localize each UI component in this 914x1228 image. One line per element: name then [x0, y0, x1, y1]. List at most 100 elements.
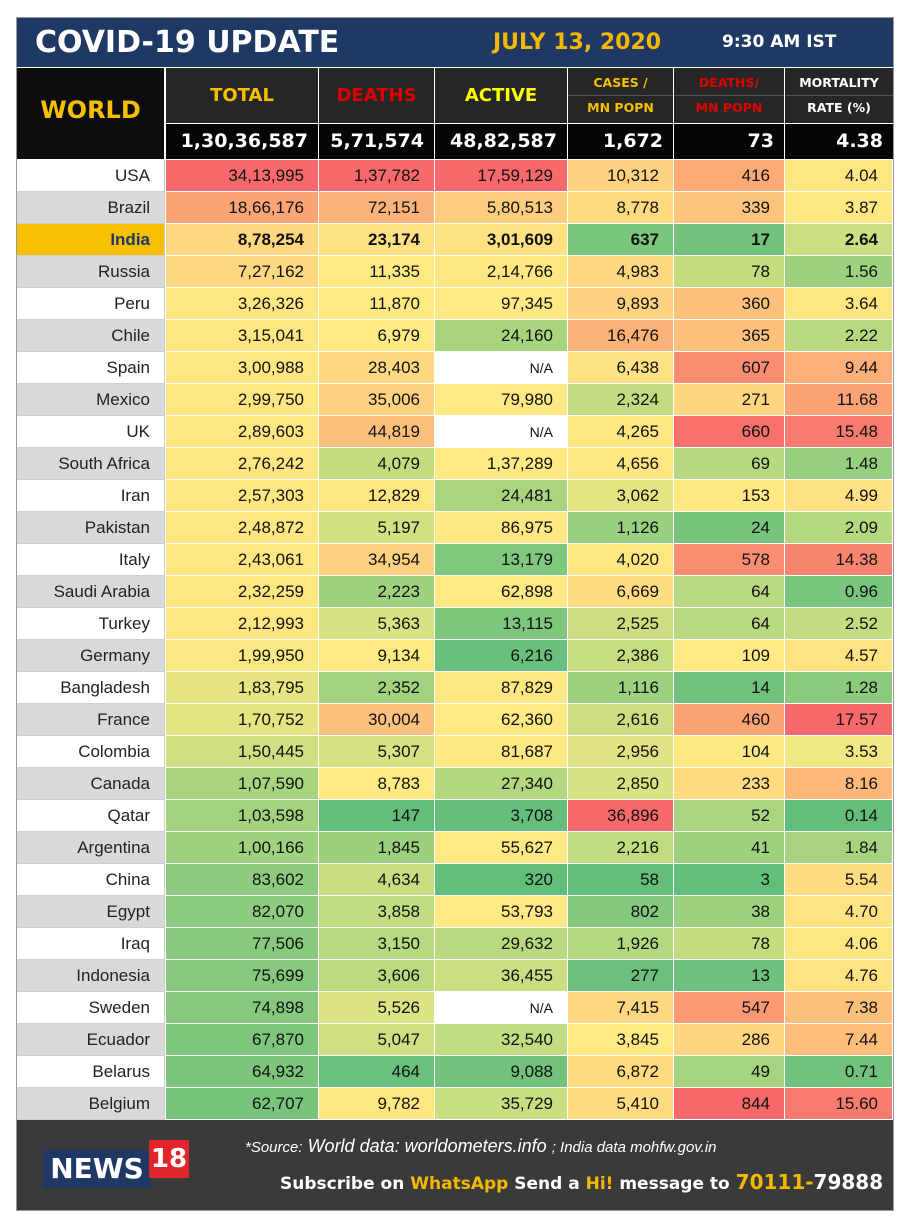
phone-number-part1: 70111-: [735, 1170, 814, 1194]
cell-total: 3,15,041: [166, 320, 319, 352]
cell-mortality: 9.44: [785, 352, 893, 384]
cell-deaths-mn: 14: [674, 672, 785, 704]
country-name: Canada: [17, 768, 165, 800]
subscribe-text-3: message to: [619, 1174, 730, 1194]
cell-cases-mn: 637: [568, 224, 674, 256]
title-bar: COVID-19 UPDATE JULY 13, 2020 9:30 AM IS…: [17, 18, 893, 67]
cell-total: 64,932: [166, 1056, 319, 1088]
cell-deaths: 9,134: [319, 640, 435, 672]
cell-cases-mn: 9,893: [568, 288, 674, 320]
table-row: Italy 2,43,061 34,954 13,179 4,020 578 14.38: [17, 544, 893, 576]
cell-cases-mn: 802: [568, 896, 674, 928]
table-row: South Africa 2,76,242 4,079 1,37,289 4,656 69…: [17, 448, 893, 480]
cell-deaths: 5,307: [319, 736, 435, 768]
cell-cases-mn: 10,312: [568, 160, 674, 192]
cell-deaths: 6,979: [319, 320, 435, 352]
table-row: Bangladesh 1,83,795 2,352 87,829 1,116 14 1.28: [17, 672, 893, 704]
cell-deaths: 9,782: [319, 1088, 435, 1120]
cell-active: 5,80,513: [435, 192, 568, 224]
cell-active: N/A: [435, 352, 568, 384]
cell-cases-mn: 6,438: [568, 352, 674, 384]
cell-deaths: 72,151: [319, 192, 435, 224]
cell-cases-mn: 2,956: [568, 736, 674, 768]
cell-cases-mn: 2,324: [568, 384, 674, 416]
cell-active: N/A: [435, 992, 568, 1024]
cell-total: 67,870: [166, 1024, 319, 1056]
cell-mortality: 3.87: [785, 192, 893, 224]
cell-mortality: 17.57: [785, 704, 893, 736]
table-row: Iran 2,57,303 12,829 24,481 3,062 153 4.99: [17, 480, 893, 512]
country-name: Bangladesh: [17, 672, 165, 704]
cell-deaths-mn: 844: [674, 1088, 785, 1120]
country-name: Spain: [17, 352, 165, 384]
cell-total: 2,99,750: [166, 384, 319, 416]
cell-total: 1,83,795: [166, 672, 319, 704]
page-title: COVID-19 UPDATE: [35, 25, 340, 60]
cell-cases-mn: 2,525: [568, 608, 674, 640]
cell-deaths: 12,829: [319, 480, 435, 512]
cell-total: 1,50,445: [166, 736, 319, 768]
cell-deaths-mn: 64: [674, 576, 785, 608]
country-name: UK: [17, 416, 165, 448]
cell-cases-mn: 8,778: [568, 192, 674, 224]
cell-active: 81,687: [435, 736, 568, 768]
cell-mortality: 1.48: [785, 448, 893, 480]
col-header-deaths-mn: DEATHS/ MN POPN: [674, 68, 784, 123]
cell-total: 75,699: [166, 960, 319, 992]
cell-mortality: 0.96: [785, 576, 893, 608]
col-header-deaths-mn-line2: MN POPN: [695, 100, 763, 115]
world-label: WORLD: [40, 96, 141, 124]
cell-active: 24,160: [435, 320, 568, 352]
cell-total: 3,00,988: [166, 352, 319, 384]
col-header-deaths: DEATHS: [319, 68, 434, 123]
cell-deaths: 2,352: [319, 672, 435, 704]
cell-deaths: 1,845: [319, 832, 435, 864]
world-total: 1,30,36,587: [166, 124, 318, 159]
cell-mortality: 7.38: [785, 992, 893, 1024]
cell-mortality: 0.14: [785, 800, 893, 832]
cell-cases-mn: 36,896: [568, 800, 674, 832]
table-row: UK 2,89,603 44,819 N/A 4,265 660 15.48: [17, 416, 893, 448]
cell-total: 1,07,590: [166, 768, 319, 800]
cell-total: 8,78,254: [166, 224, 319, 256]
cell-mortality: 7.44: [785, 1024, 893, 1056]
cell-deaths-mn: 78: [674, 928, 785, 960]
table-row: Spain 3,00,988 28,403 N/A 6,438 607 9.44: [17, 352, 893, 384]
cell-deaths: 5,526: [319, 992, 435, 1024]
cell-active: 24,481: [435, 480, 568, 512]
phone-number-part2: 79888: [813, 1170, 884, 1194]
cell-deaths-mn: 41: [674, 832, 785, 864]
country-name: France: [17, 704, 165, 736]
world-mortality: 4.38: [785, 124, 893, 159]
table-row: Ecuador 67,870 5,047 32,540 3,845 286 7.44: [17, 1024, 893, 1056]
world-deaths-mn: 73: [674, 124, 784, 159]
cell-active: 27,340: [435, 768, 568, 800]
country-name: Germany: [17, 640, 165, 672]
country-name: USA: [17, 160, 165, 192]
cell-total: 62,707: [166, 1088, 319, 1120]
table-row: Sweden 74,898 5,526 N/A 7,415 547 7.38: [17, 992, 893, 1024]
cell-active: 6,216: [435, 640, 568, 672]
cell-deaths-mn: 52: [674, 800, 785, 832]
hi-label: Hi!: [585, 1174, 614, 1194]
cell-active: 320: [435, 864, 568, 896]
cell-deaths: 1,37,782: [319, 160, 435, 192]
cell-deaths-mn: 286: [674, 1024, 785, 1056]
cell-mortality: 8.16: [785, 768, 893, 800]
cell-mortality: 1.84: [785, 832, 893, 864]
table-row: Argentina 1,00,166 1,845 55,627 2,216 41 1.84: [17, 832, 893, 864]
cell-active: 9,088: [435, 1056, 568, 1088]
table-row: Egypt 82,070 3,858 53,793 802 38 4.70: [17, 896, 893, 928]
country-name: China: [17, 864, 165, 896]
cell-cases-mn: 6,872: [568, 1056, 674, 1088]
cell-mortality: 5.54: [785, 864, 893, 896]
cell-active: 17,59,129: [435, 160, 568, 192]
country-name: Mexico: [17, 384, 165, 416]
cell-mortality: 3.64: [785, 288, 893, 320]
news18-logo: NEWS 18: [43, 1140, 189, 1190]
cell-cases-mn: 4,656: [568, 448, 674, 480]
cell-deaths: 2,223: [319, 576, 435, 608]
cell-cases-mn: 16,476: [568, 320, 674, 352]
cell-mortality: 15.60: [785, 1088, 893, 1120]
cell-total: 1,70,752: [166, 704, 319, 736]
